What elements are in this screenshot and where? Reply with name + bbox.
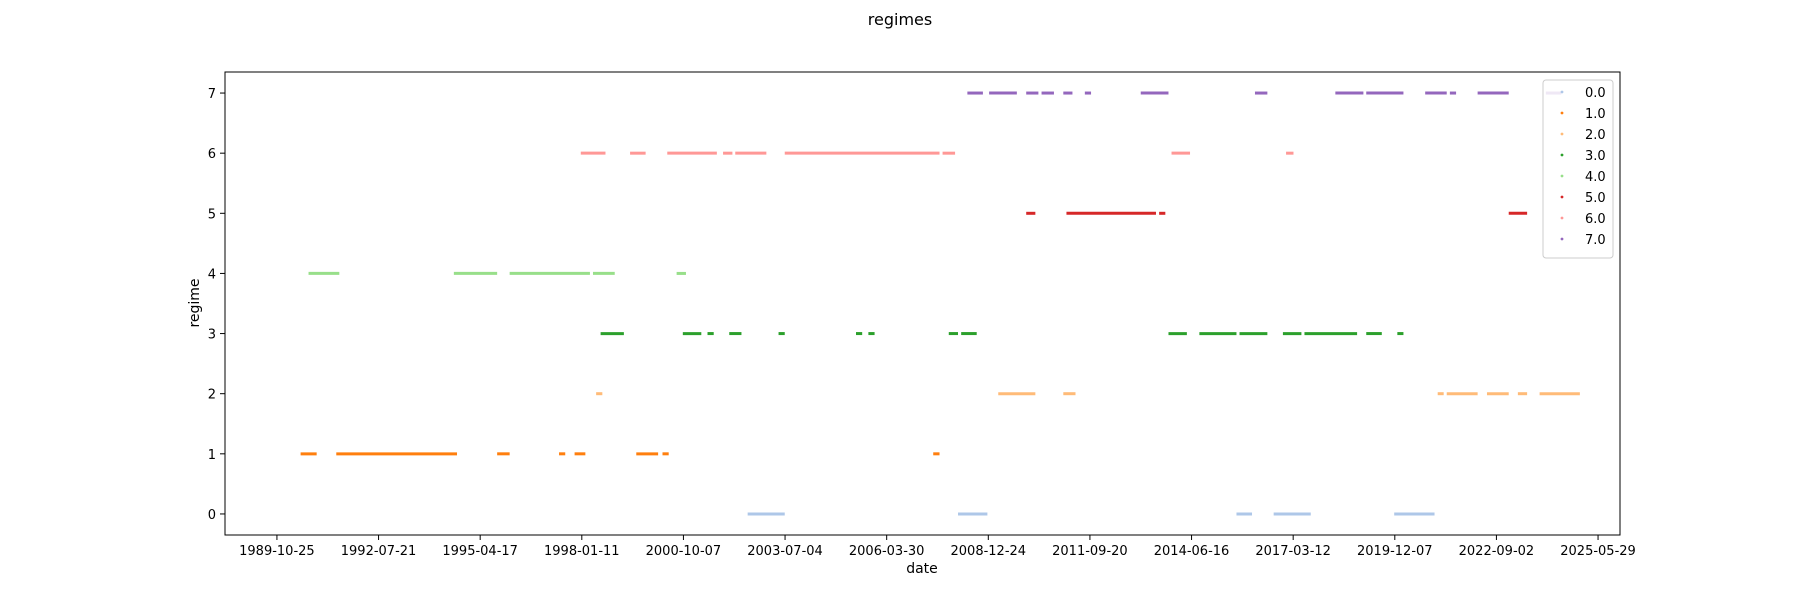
x-tick-label: 2022-09-02 xyxy=(1459,544,1535,559)
legend-label: 7.0 xyxy=(1585,233,1606,248)
legend-marker-0.0 xyxy=(1560,90,1564,94)
y-axis-label: regime xyxy=(187,278,203,327)
x-tick-label: 1992-07-21 xyxy=(341,544,417,559)
legend-marker-4.0 xyxy=(1560,174,1564,178)
y-tick-label: 0 xyxy=(208,508,216,523)
y-tick-label: 1 xyxy=(208,448,216,463)
x-tick-label: 1989-10-25 xyxy=(239,544,315,559)
legend-label: 6.0 xyxy=(1585,212,1606,227)
y-tick-label: 6 xyxy=(208,147,216,162)
y-tick-label: 5 xyxy=(208,207,216,222)
x-axis: 1989-10-25 1992-07-21 1995-04-17 1998-01-11… xyxy=(239,535,1636,559)
x-tick-label: 2025-05-29 xyxy=(1560,544,1636,559)
legend-marker-1.0 xyxy=(1560,111,1564,115)
legend-marker-7.0 xyxy=(1560,237,1564,241)
x-axis-label: date xyxy=(906,561,938,577)
legend-label: 0.0 xyxy=(1585,86,1606,101)
x-tick-label: 2003-07-04 xyxy=(747,544,823,559)
y-tick-label: 3 xyxy=(208,328,216,343)
y-tick-label: 4 xyxy=(208,267,216,282)
x-tick-label: 1998-01-11 xyxy=(544,544,620,559)
y-axis: 0 1 2 3 4 5 6 7 xyxy=(208,87,225,523)
plot-frame xyxy=(224,71,1621,536)
x-tick-label: 2000-10-07 xyxy=(646,544,722,559)
chart-title: regimes xyxy=(868,10,932,29)
x-tick-label: 1995-04-17 xyxy=(442,544,518,559)
legend-marker-6.0 xyxy=(1560,216,1564,220)
legend-label: 1.0 xyxy=(1585,107,1606,122)
legend-label: 4.0 xyxy=(1585,170,1606,185)
legend-marker-2.0 xyxy=(1560,132,1564,136)
legend-marker-3.0 xyxy=(1560,153,1564,157)
legend: 0.0 1.0 2.0 3.0 4.0 5.0 6.0 7.0 xyxy=(1542,79,1614,259)
plot-marks xyxy=(300,91,1580,516)
x-tick-label: 2017-03-12 xyxy=(1255,544,1331,559)
x-tick-label: 2008-12-24 xyxy=(951,544,1027,559)
legend-label: 2.0 xyxy=(1585,128,1606,143)
x-tick-label: 2019-12-07 xyxy=(1357,544,1433,559)
legend-label: 3.0 xyxy=(1585,149,1606,164)
y-tick-label: 7 xyxy=(208,87,216,102)
legend-box xyxy=(1542,79,1614,259)
legend-marker-5.0 xyxy=(1560,195,1564,199)
x-tick-label: 2011-09-20 xyxy=(1052,544,1128,559)
x-tick-label: 2006-03-30 xyxy=(849,544,925,559)
x-tick-label: 2014-06-16 xyxy=(1154,544,1230,559)
y-tick-label: 2 xyxy=(208,388,216,403)
legend-label: 5.0 xyxy=(1585,191,1606,206)
